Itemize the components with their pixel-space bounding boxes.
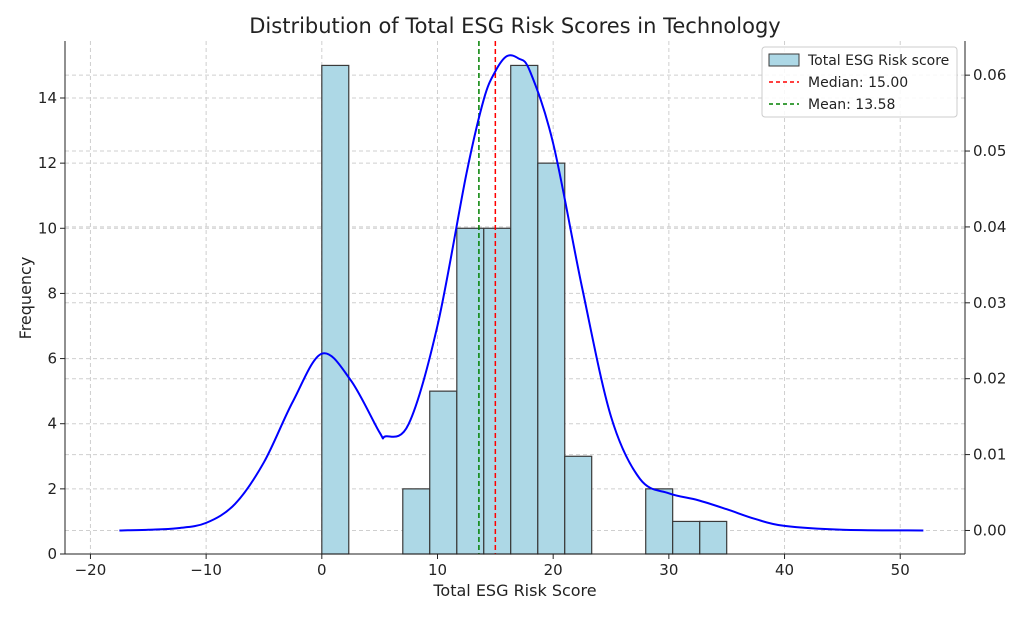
histogram-bar	[564, 455, 593, 555]
x-tick-label: 10	[428, 561, 447, 579]
y-tick-label: 12	[38, 154, 57, 172]
kde-curve-group	[119, 54, 924, 532]
y2-tick-label: 0.04	[973, 218, 1006, 236]
y2-tick-label: 0.00	[973, 521, 1006, 539]
legend-label-mean: Mean: 13.58	[808, 97, 895, 113]
legend-box	[761, 46, 958, 118]
y-tick-label: 8	[47, 284, 57, 302]
y2-tick-label: 0.06	[973, 66, 1006, 84]
histogram-bar	[483, 227, 512, 555]
y-tick-label: 10	[38, 219, 57, 237]
y2-tick-label: 0.02	[973, 370, 1006, 388]
histogram-bar	[321, 64, 350, 555]
legend-label-median: Median: 15.00	[808, 75, 908, 91]
histogram-bar	[510, 64, 539, 555]
y-tick-label: 0	[47, 545, 57, 563]
y2-tick-label: 0.05	[973, 142, 1006, 160]
y-tick-label: 14	[38, 89, 57, 107]
x-axis-label: Total ESG Risk Score	[432, 581, 596, 600]
histogram-bar	[429, 390, 458, 555]
axes	[64, 41, 966, 555]
y2-tick-label: 0.01	[973, 446, 1006, 464]
histogram-bar	[672, 520, 701, 555]
y-axis-label: Frequency	[16, 257, 35, 340]
histogram-bar	[456, 227, 485, 555]
histogram-bars	[321, 64, 728, 555]
histogram-bar	[645, 488, 674, 555]
histogram-bar	[537, 162, 566, 555]
x-tick-label: 0	[317, 561, 327, 579]
y-tick-label: 4	[47, 415, 57, 433]
tick-labels: −20 −10 0 10 20 30 40 50 0 2 4 6 8 10 12 14 0.00 0.01 0.02…	[38, 66, 1007, 579]
chart-title: Distribution of Total ESG Risk Scores in…	[249, 14, 780, 38]
legend-swatch-histogram	[768, 53, 800, 67]
y-tick-label: 6	[47, 350, 57, 368]
histogram-bar	[699, 520, 728, 555]
y2-tick-label: 0.03	[973, 294, 1006, 312]
legend: Total ESG Risk score Median: 15.00 Mean:…	[761, 46, 958, 118]
reference-lines	[478, 41, 497, 554]
histogram-bar	[402, 488, 431, 555]
kde-curve	[119, 54, 924, 532]
x-tick-label: −20	[75, 561, 107, 579]
x-tick-label: 40	[775, 561, 794, 579]
x-tick-label: 30	[659, 561, 678, 579]
y-tick-label: 2	[47, 480, 57, 498]
legend-label-histogram: Total ESG Risk score	[807, 53, 949, 69]
x-tick-label: 20	[544, 561, 563, 579]
x-tick-label: −10	[190, 561, 222, 579]
x-tick-label: 50	[891, 561, 910, 579]
